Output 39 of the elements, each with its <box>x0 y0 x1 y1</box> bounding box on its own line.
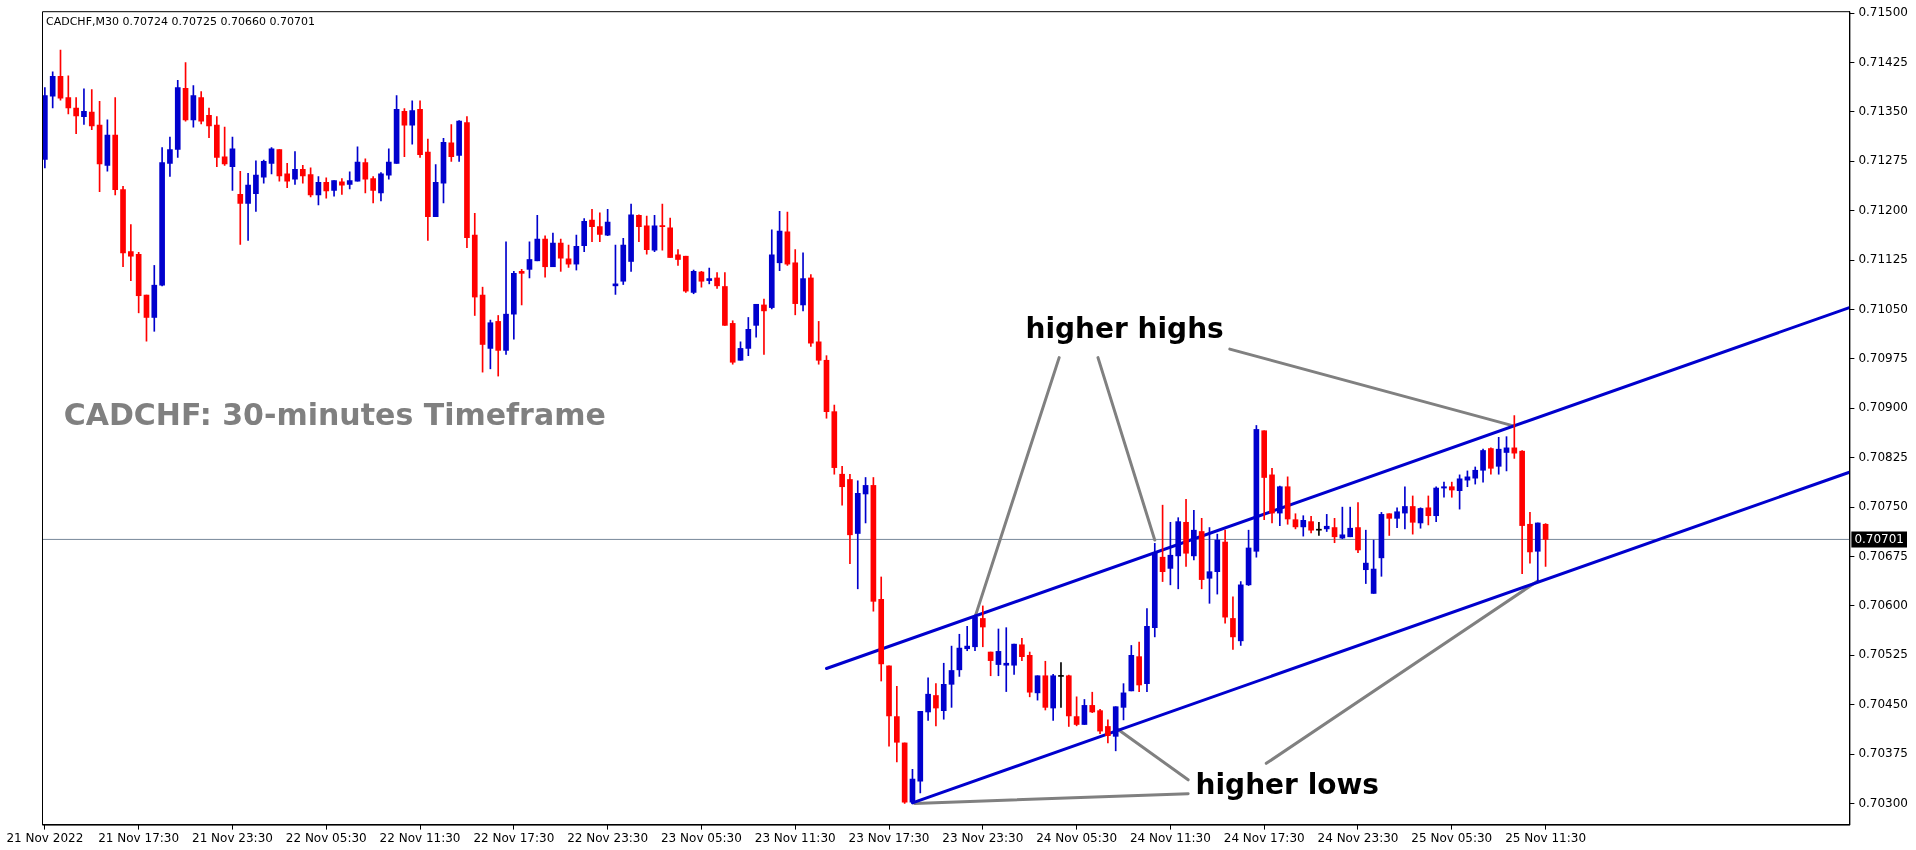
x-tick-label: 25 Nov 11:30 <box>1505 830 1587 845</box>
ref-line-label: 0.70701 <box>1854 531 1904 546</box>
y-tick-label: 0.71350 <box>1858 104 1908 119</box>
y-tick-label: 0.70300 <box>1858 795 1908 810</box>
y-tick-label: 0.70900 <box>1858 400 1908 415</box>
y-tick-label: 0.71500 <box>1858 5 1908 20</box>
y-tick-label: 0.70525 <box>1858 647 1908 662</box>
x-tick-label: 24 Nov 23:30 <box>1317 830 1399 845</box>
x-tick-label: 24 Nov 05:30 <box>1036 830 1118 845</box>
chart-title: CADCHF,M30 0.70724 0.70725 0.70660 0.70701 <box>46 14 315 28</box>
x-tick-label: 22 Nov 23:30 <box>567 830 649 845</box>
annotation: higher lows <box>1195 768 1379 802</box>
x-tick-label: 23 Nov 17:30 <box>848 830 930 845</box>
y-tick-label: 0.71050 <box>1858 301 1908 316</box>
y-tick-label: 0.71200 <box>1858 202 1908 217</box>
y-tick-label: 0.71125 <box>1858 252 1908 267</box>
x-tick-label: 23 Nov 11:30 <box>754 830 836 845</box>
y-tick-label: 0.70675 <box>1858 548 1908 563</box>
x-tick-label: 21 Nov 23:30 <box>192 830 273 845</box>
y-tick-label: 0.70375 <box>1858 746 1908 761</box>
y-tick-label: 0.70750 <box>1858 499 1908 514</box>
y-tick-label: 0.71275 <box>1858 153 1908 168</box>
x-tick-label: 21 Nov 17:30 <box>98 830 180 845</box>
annotation: higher highs <box>1025 312 1224 346</box>
x-tick-label: 25 Nov 05:30 <box>1411 830 1493 845</box>
y-tick-label: 0.70975 <box>1858 351 1908 366</box>
x-tick-label: 21 Nov 2022 <box>6 830 84 845</box>
y-tick-label: 0.70825 <box>1858 449 1908 464</box>
x-tick-label: 24 Nov 11:30 <box>1129 830 1211 845</box>
x-tick-label: 24 Nov 17:30 <box>1223 830 1305 845</box>
x-tick-label: 22 Nov 17:30 <box>473 830 555 845</box>
x-tick-label: 23 Nov 23:30 <box>942 830 1024 845</box>
x-tick-label: 23 Nov 05:30 <box>660 830 742 845</box>
x-tick-label: 22 Nov 11:30 <box>379 830 461 845</box>
annotation: CADCHF: 30-minutes Timeframe <box>63 396 606 432</box>
y-tick-label: 0.70450 <box>1858 696 1908 711</box>
x-tick-label: 22 Nov 05:30 <box>285 830 367 845</box>
y-tick-label: 0.71425 <box>1858 54 1908 69</box>
y-tick-label: 0.70600 <box>1858 598 1908 613</box>
